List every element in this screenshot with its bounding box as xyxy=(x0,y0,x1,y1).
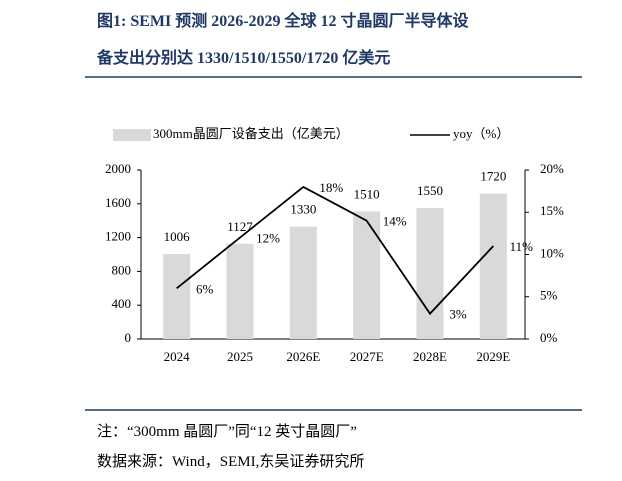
line-value-label: 3% xyxy=(449,307,467,322)
x-tick-label: 2025 xyxy=(227,349,253,364)
bar xyxy=(416,208,444,339)
chart: 0 400 800 1200 1600 2000 0% 5% 10% 15% 20% 2024 2025… xyxy=(105,126,564,364)
legend-swatch xyxy=(113,129,151,141)
line-value-label: 6% xyxy=(196,281,214,296)
line-value-label: 11% xyxy=(510,239,534,254)
line-value-label: 14% xyxy=(383,214,407,229)
y-tick-label: 1200 xyxy=(105,229,131,244)
bar xyxy=(353,211,381,339)
y-tick-label: 400 xyxy=(112,296,132,311)
bar-value-label: 1510 xyxy=(354,186,380,201)
y2-tick-label: 15% xyxy=(540,203,564,218)
source: 数据来源：Wind，SEMI,东吴证券研究所 xyxy=(97,453,364,470)
x-tick-label: 2027E xyxy=(350,349,384,364)
bar xyxy=(226,243,254,339)
y-tick-label: 2000 xyxy=(105,161,131,176)
y2-tick-label: 10% xyxy=(540,245,564,260)
y2-tick-label: 20% xyxy=(540,161,564,176)
bar-value-label: 1720 xyxy=(480,169,506,184)
y2-tick-label: 5% xyxy=(540,288,558,303)
title-line: 备支出分别达 1330/1510/1550/1720 亿美元 xyxy=(96,48,390,67)
x-tick-label: 2029E xyxy=(476,349,510,364)
y-tick-label: 800 xyxy=(112,262,132,277)
x-tick-label: 2028E xyxy=(413,349,447,364)
bar-value-label: 1550 xyxy=(417,183,443,198)
line-value-label: 12% xyxy=(256,231,280,246)
title-line: 图1: SEMI 预测 2026-2029 全球 12 寸晶圆厂半导体设 xyxy=(97,11,470,30)
x-tick-label: 2026E xyxy=(286,349,320,364)
y2-tick-label: 0% xyxy=(540,330,558,345)
bar xyxy=(289,226,317,339)
bar-value-label: 1006 xyxy=(164,229,191,244)
note: 注：“300mm 晶圆厂”同“12 英寸晶圆厂” xyxy=(97,422,357,440)
legend-label: 300mm晶圆厂设备支出（亿美元） xyxy=(153,126,349,141)
line-value-label: 18% xyxy=(319,180,343,195)
bar-value-label: 1127 xyxy=(227,219,253,234)
y-tick-label: 1600 xyxy=(105,195,131,210)
line xyxy=(176,185,494,316)
y-tick-label: 0 xyxy=(125,330,132,345)
bar xyxy=(163,253,191,339)
x-tick-label: 2024 xyxy=(164,349,191,364)
bar-value-label: 1330 xyxy=(290,202,316,217)
legend-label: yoy（%） xyxy=(453,126,509,141)
bar xyxy=(479,193,507,339)
